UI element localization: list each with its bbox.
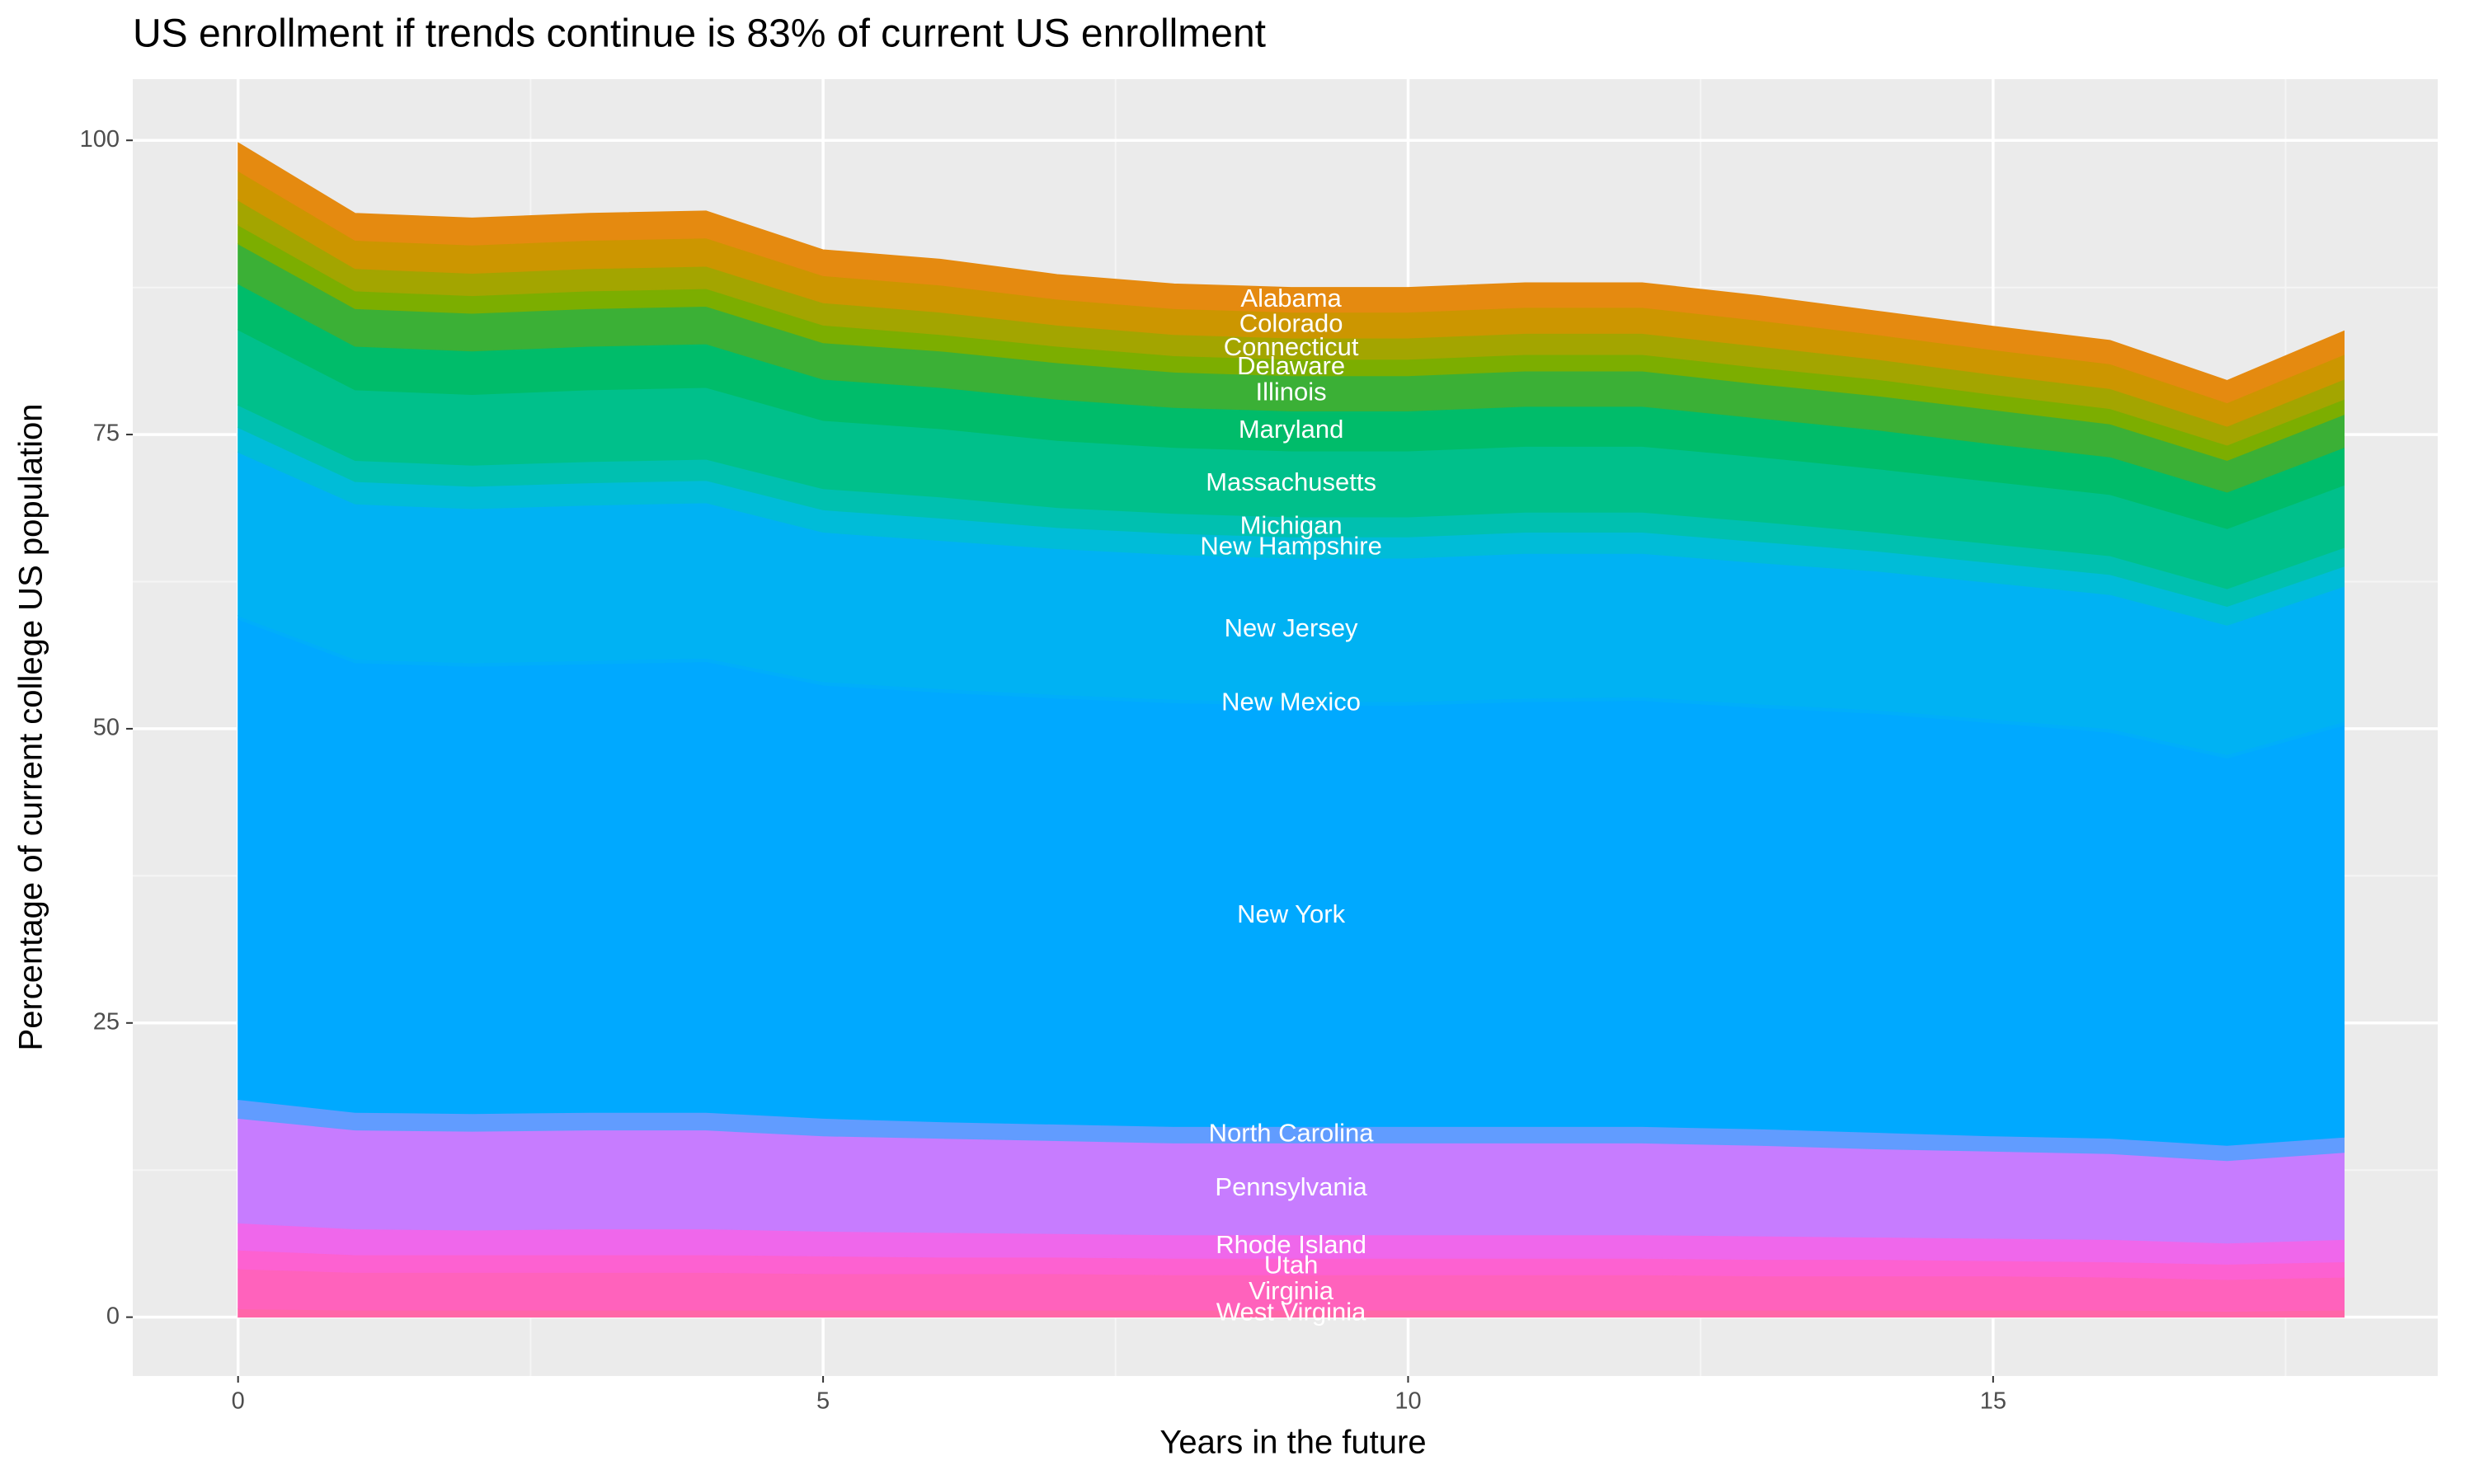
y-tick-label: 0 [106, 1303, 120, 1329]
area [238, 142, 2345, 404]
y-tick-label: 100 [80, 126, 120, 153]
area-label: Colorado [1239, 309, 1343, 338]
area-label: Connecticut [1224, 332, 1359, 361]
area-label: New Mexico [1221, 687, 1361, 716]
y-tick-label: 25 [93, 1008, 120, 1035]
area-label: North Carolina [1209, 1119, 1375, 1148]
x-axis-title: Years in the future [1159, 1425, 1426, 1461]
area-label: Utah [1264, 1250, 1318, 1279]
area-label: Michigan [1240, 510, 1343, 539]
area-label: Alabama [1240, 284, 1342, 312]
area-label: New Jersey [1225, 613, 1358, 642]
area-label: Maryland [1239, 415, 1344, 444]
y-tick-label: 50 [93, 715, 120, 741]
area-label: Delaware [1237, 351, 1345, 380]
area-label: West Virginia [1216, 1298, 1366, 1327]
area-label: Pennsylvania [1215, 1172, 1367, 1201]
area-label: Rhode Island [1216, 1230, 1366, 1259]
area-label: Massachusetts [1206, 467, 1376, 496]
x-tick-label: 0 [232, 1388, 245, 1415]
area-label: New Hampshire [1200, 531, 1382, 560]
area-label: Virginia [1249, 1276, 1334, 1305]
chart-title: US enrollment if trends continue is 83% … [133, 12, 1266, 56]
y-axis-title: Percentage of current college US populat… [13, 404, 49, 1051]
x-tick-label: 5 [816, 1388, 830, 1415]
x-tick-label: 10 [1395, 1388, 1421, 1415]
y-tick-label: 75 [93, 420, 120, 447]
area-label: New York [1237, 899, 1345, 928]
area-label: Illinois [1256, 377, 1327, 406]
x-tick-label: 15 [1980, 1388, 2006, 1415]
